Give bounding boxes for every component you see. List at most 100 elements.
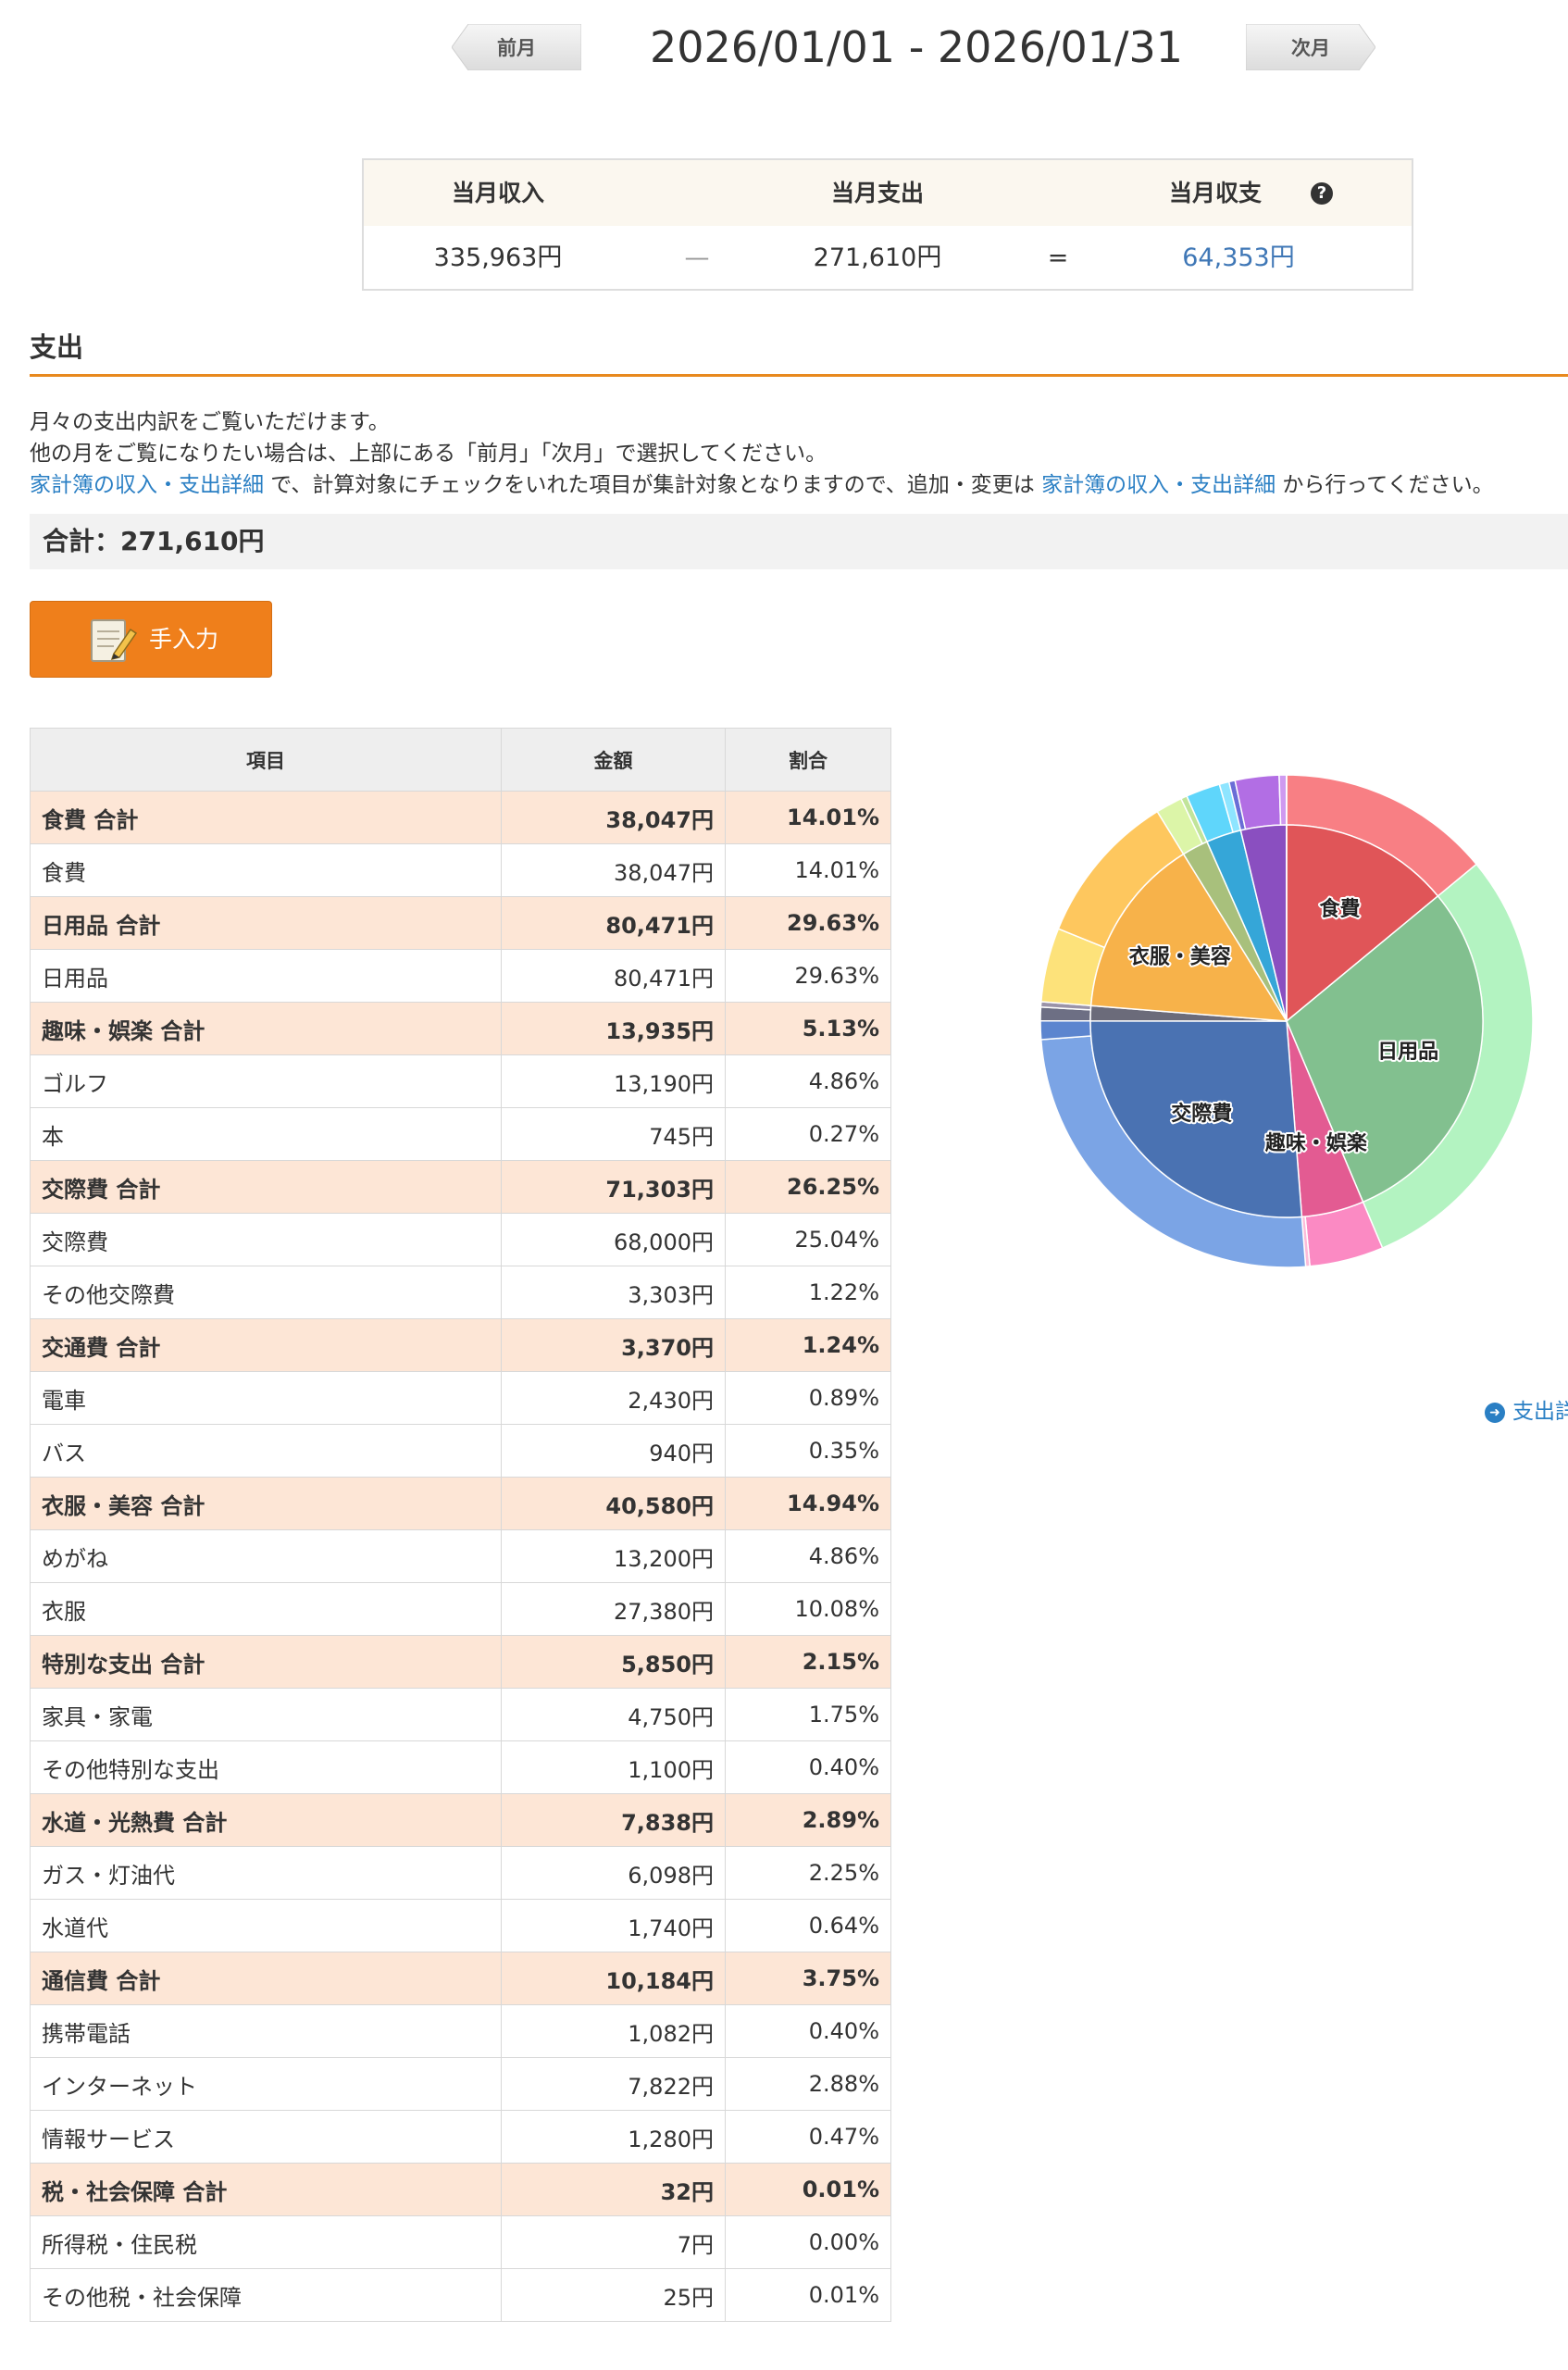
description-line-3: 家計簿の収入・支出詳細 で、計算対象にチェックをいれた項目が集計対象となりますの…: [30, 467, 1494, 498]
table-row: 交際費 68,000円 25.04%: [30, 1213, 891, 1266]
circle-arrow-icon: ➜: [1485, 1403, 1505, 1423]
item-name-cell: 携帯電話: [30, 2004, 502, 2058]
summary-header: [364, 160, 1412, 226]
manual-input-button[interactable]: 手入力: [30, 601, 272, 678]
inner-ring-slice[interactable]: [1286, 824, 1439, 1023]
balance-label: 当月収支: [1168, 180, 1262, 206]
ratio-cell: 14.01%: [725, 843, 891, 897]
amount-cell: 1,100円: [501, 1740, 726, 1794]
amount-cell: 13,200円: [501, 1529, 726, 1583]
table-row: その他特別な支出 1,100円 0.40%: [30, 1740, 891, 1794]
income-label: 当月収入: [451, 180, 544, 206]
income-value: 335,963円: [433, 243, 563, 272]
next-month-label: 次月: [1291, 37, 1330, 59]
item-name-cell: 日用品 合計: [30, 896, 502, 950]
ratio-cell: 25.04%: [725, 1213, 891, 1266]
table-row: めがね 13,200円 4.86%: [30, 1529, 891, 1583]
ratio-cell: 4.86%: [725, 1054, 891, 1108]
outer-ring-slice[interactable]: [1278, 774, 1288, 826]
ratio-cell: 0.27%: [725, 1107, 891, 1161]
outer-ring-slice[interactable]: [1039, 1019, 1092, 1041]
amount-cell: 1,740円: [501, 1899, 726, 1952]
next-month-button[interactable]: 次月: [1246, 24, 1375, 70]
ratio-cell: 0.01%: [725, 2268, 891, 2322]
ratio-cell: 0.40%: [725, 1740, 891, 1794]
expense-detail-link[interactable]: ➜ 支出詳: [1485, 1393, 1568, 1425]
table-row: 情報サービス 1,280円 0.47%: [30, 2110, 891, 2164]
item-name-cell: ゴルフ: [30, 1054, 502, 1108]
category-total-row: 食費 合計 38,047円 14.01%: [30, 791, 891, 844]
amount-cell: 32円: [501, 2163, 726, 2216]
amount-cell: 80,471円: [501, 896, 726, 950]
help-icon[interactable]: ?: [1311, 182, 1333, 205]
amount-cell: 38,047円: [501, 791, 726, 844]
ledger-detail-link-2[interactable]: 家計簿の収入・支出詳細: [1041, 473, 1276, 497]
balance-value: 64,353円: [1182, 243, 1295, 272]
table-row: その他税・社会保障 25円 0.01%: [30, 2268, 891, 2322]
ratio-cell: 0.40%: [725, 2004, 891, 2058]
item-name-cell: 家具・家電: [30, 1688, 502, 1741]
expense-detail-link-label: 支出詳: [1512, 1400, 1568, 1424]
item-name-cell: 交際費 合計: [30, 1160, 502, 1214]
pie-slice-label: 衣服・美容: [1129, 945, 1231, 969]
ratio-cell: 2.15%: [725, 1635, 891, 1689]
inner-ring-slice[interactable]: [1089, 1020, 1303, 1218]
ratio-cell: 3.75%: [725, 1952, 891, 2005]
item-name-cell: 日用品: [30, 949, 502, 1003]
ratio-cell: 26.25%: [725, 1160, 891, 1214]
amount-cell: 6,098円: [501, 1846, 726, 1900]
column-header-item: 項目: [30, 728, 502, 792]
category-total-row: 交際費 合計 71,303円 26.25%: [30, 1160, 891, 1214]
ratio-cell: 2.88%: [725, 2057, 891, 2111]
amount-cell: 2,430円: [501, 1371, 726, 1425]
ledger-detail-link-1[interactable]: 家計簿の収入・支出詳細: [30, 473, 264, 497]
pie-slice-label: 日用品: [1377, 1041, 1438, 1064]
description-line-1: 月々の支出内訳をご覧いただけます。: [30, 410, 390, 434]
amount-cell: 80,471円: [501, 949, 726, 1003]
ratio-cell: 1.75%: [725, 1688, 891, 1741]
pie-slice-label: 趣味・娯楽: [1264, 1131, 1368, 1155]
table-row: 食費 38,047円 14.01%: [30, 843, 891, 897]
pie-slice-label: 交際費: [1171, 1102, 1232, 1126]
ratio-cell: 0.00%: [725, 2215, 891, 2269]
description-line-3-end: から行ってください。: [1276, 473, 1494, 497]
ratio-cell: 2.89%: [725, 1793, 891, 1847]
amount-cell: 3,303円: [501, 1266, 726, 1319]
table-row: 携帯電話 1,082円 0.40%: [30, 2004, 891, 2058]
inner-ring-slice[interactable]: [1089, 853, 1288, 1022]
category-total-row: 日用品 合計 80,471円 29.63%: [30, 896, 891, 950]
amount-cell: 40,580円: [501, 1477, 726, 1530]
ratio-cell: 2.25%: [725, 1846, 891, 1900]
ratio-cell: 0.47%: [725, 2110, 891, 2164]
column-header-ratio: 割合: [725, 728, 891, 792]
prev-month-button[interactable]: 前月: [452, 24, 581, 70]
amount-cell: 5,850円: [501, 1635, 726, 1689]
item-name-cell: 食費: [30, 843, 502, 897]
item-name-cell: その他税・社会保障: [30, 2268, 502, 2322]
category-total-row: 趣味・娯楽 合計 13,935円 5.13%: [30, 1002, 891, 1055]
ratio-cell: 29.63%: [725, 896, 891, 950]
table-row: 水道代 1,740円 0.64%: [30, 1899, 891, 1952]
ratio-cell: 4.86%: [725, 1529, 891, 1583]
table-row: 衣服 27,380円 10.08%: [30, 1582, 891, 1636]
prev-arrow-shape: [452, 24, 581, 70]
table-row: 本 745円 0.27%: [30, 1107, 891, 1161]
amount-cell: 745円: [501, 1107, 726, 1161]
table-row: インターネット 7,822円 2.88%: [30, 2057, 891, 2111]
ratio-cell: 5.13%: [725, 1002, 891, 1055]
inner-ring-slice[interactable]: [1286, 894, 1484, 1204]
table-row: ゴルフ 13,190円 4.86%: [30, 1054, 891, 1108]
item-name-cell: 交通費 合計: [30, 1318, 502, 1372]
ratio-cell: 10.08%: [725, 1582, 891, 1636]
item-name-cell: その他特別な支出: [30, 1740, 502, 1794]
item-name-cell: 水道・光熱費 合計: [30, 1793, 502, 1847]
pie-slice-label: 食費: [1320, 897, 1361, 921]
description-line-3-mid: で、計算対象にチェックをいれた項目が集計対象となりますので、追加・変更は: [264, 473, 1042, 497]
equals-sign: =: [1047, 243, 1069, 272]
category-total-row: 通信費 合計 10,184円 3.75%: [30, 1952, 891, 2005]
item-name-cell: インターネット: [30, 2057, 502, 2111]
item-name-cell: めがね: [30, 1529, 502, 1583]
next-arrow-shape: [1246, 24, 1375, 70]
total-amount: 合計：271,610円: [43, 526, 265, 556]
